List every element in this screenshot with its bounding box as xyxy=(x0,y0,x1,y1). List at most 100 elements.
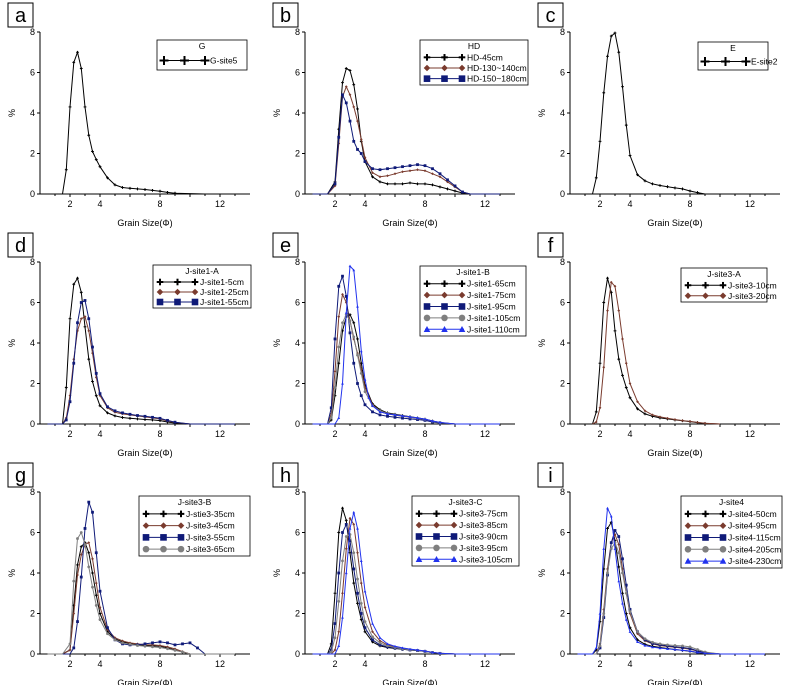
data-point xyxy=(401,646,404,650)
y-tick-label: 8 xyxy=(30,487,35,497)
legend-entry: J-site4-115cm xyxy=(728,533,781,543)
legend-swatch-marker xyxy=(160,510,167,518)
x-tick-label: 4 xyxy=(362,659,367,669)
data-point xyxy=(688,647,692,650)
data-point xyxy=(121,186,124,189)
y-axis-label: % xyxy=(272,569,282,577)
data-point xyxy=(371,635,374,639)
x-axis-label: Grain Size(Φ) xyxy=(647,678,702,685)
data-point xyxy=(329,416,333,420)
legend-entry: J-site1-110cm xyxy=(467,324,520,334)
data-point xyxy=(128,642,132,646)
data-point xyxy=(158,416,162,420)
legend-swatch-marker xyxy=(174,278,181,286)
x-axis-label: Grain Size(Φ) xyxy=(647,218,702,228)
data-point xyxy=(621,374,624,377)
data-point xyxy=(348,119,352,123)
panel-letter: a xyxy=(15,5,27,27)
legend-entry: J-site3-65cm xyxy=(186,544,235,554)
data-point xyxy=(681,644,684,648)
data-point xyxy=(658,646,662,650)
y-tick-label: 0 xyxy=(30,189,35,199)
legend-swatch-marker xyxy=(684,534,692,541)
series-line xyxy=(577,507,765,655)
x-tick-label: 4 xyxy=(627,429,632,439)
data-point xyxy=(378,641,382,645)
data-point xyxy=(606,309,609,312)
y-tick-label: 0 xyxy=(295,649,300,659)
data-point xyxy=(628,630,632,633)
data-point xyxy=(151,641,154,645)
y-tick-label: 4 xyxy=(560,338,565,348)
panel-letter-box xyxy=(272,462,299,488)
data-point xyxy=(594,420,598,424)
data-point xyxy=(173,191,177,195)
data-point xyxy=(416,168,419,172)
data-point xyxy=(416,648,419,652)
legend-swatch-marker xyxy=(415,544,423,552)
legend-entry: J-site4-95cm xyxy=(728,521,777,531)
panel-letter-box xyxy=(537,2,564,28)
y-tick-label: 4 xyxy=(295,108,300,118)
data-point xyxy=(68,648,72,652)
y-tick-label: 4 xyxy=(30,568,35,578)
data-point xyxy=(98,618,102,621)
data-point xyxy=(606,571,609,575)
data-point xyxy=(356,148,359,151)
legend-box xyxy=(411,495,520,567)
legend-swatch-marker xyxy=(450,510,458,517)
data-point xyxy=(341,93,344,97)
data-point xyxy=(609,280,613,284)
data-point xyxy=(158,189,162,193)
x-tick-label: 8 xyxy=(687,199,692,209)
panel-letter: e xyxy=(280,235,291,257)
series-line xyxy=(62,51,206,195)
data-point xyxy=(446,187,449,191)
data-point xyxy=(337,630,341,634)
data-point xyxy=(636,173,639,177)
legend-box xyxy=(680,495,783,569)
data-point xyxy=(423,417,427,421)
data-point xyxy=(91,585,94,589)
legend-swatch-marker xyxy=(156,278,164,286)
data-point xyxy=(598,361,602,365)
y-tick-label: 4 xyxy=(295,338,300,348)
data-point xyxy=(344,101,348,105)
data-point xyxy=(609,547,613,551)
x-axis-label: Grain Size(Φ) xyxy=(117,218,172,228)
data-point xyxy=(613,547,617,550)
data-point xyxy=(356,551,359,555)
data-point xyxy=(87,500,91,504)
data-point xyxy=(609,541,613,545)
panel-letter-box xyxy=(272,2,299,28)
data-point xyxy=(341,591,344,595)
y-tick-label: 6 xyxy=(30,298,35,308)
y-tick-label: 2 xyxy=(295,609,300,619)
x-tick-label: 12 xyxy=(745,429,755,439)
data-point xyxy=(651,182,654,186)
data-point xyxy=(598,612,602,615)
data-point xyxy=(359,559,363,562)
data-point xyxy=(158,646,162,649)
data-point xyxy=(333,182,337,186)
data-point xyxy=(363,606,367,609)
x-tick-label: 12 xyxy=(480,659,490,669)
data-point xyxy=(359,618,363,621)
y-tick-label: 6 xyxy=(560,528,565,538)
data-point xyxy=(76,321,79,325)
data-point xyxy=(378,639,382,643)
data-point xyxy=(658,184,662,187)
legend-title: HD xyxy=(468,41,480,51)
legend-entry: J-site4-50cm xyxy=(728,509,777,519)
data-point xyxy=(337,135,341,139)
data-point xyxy=(431,167,434,171)
legend-entry: J-site3-55cm xyxy=(186,532,235,542)
legend-swatch-marker xyxy=(684,557,692,564)
data-point xyxy=(371,175,374,179)
legend-swatch-marker xyxy=(702,522,709,529)
data-point xyxy=(696,420,699,424)
data-point xyxy=(87,565,91,569)
data-point xyxy=(401,170,404,174)
legend-entry: J-site1-65cm xyxy=(467,279,516,289)
legend-swatch-marker xyxy=(702,546,709,553)
